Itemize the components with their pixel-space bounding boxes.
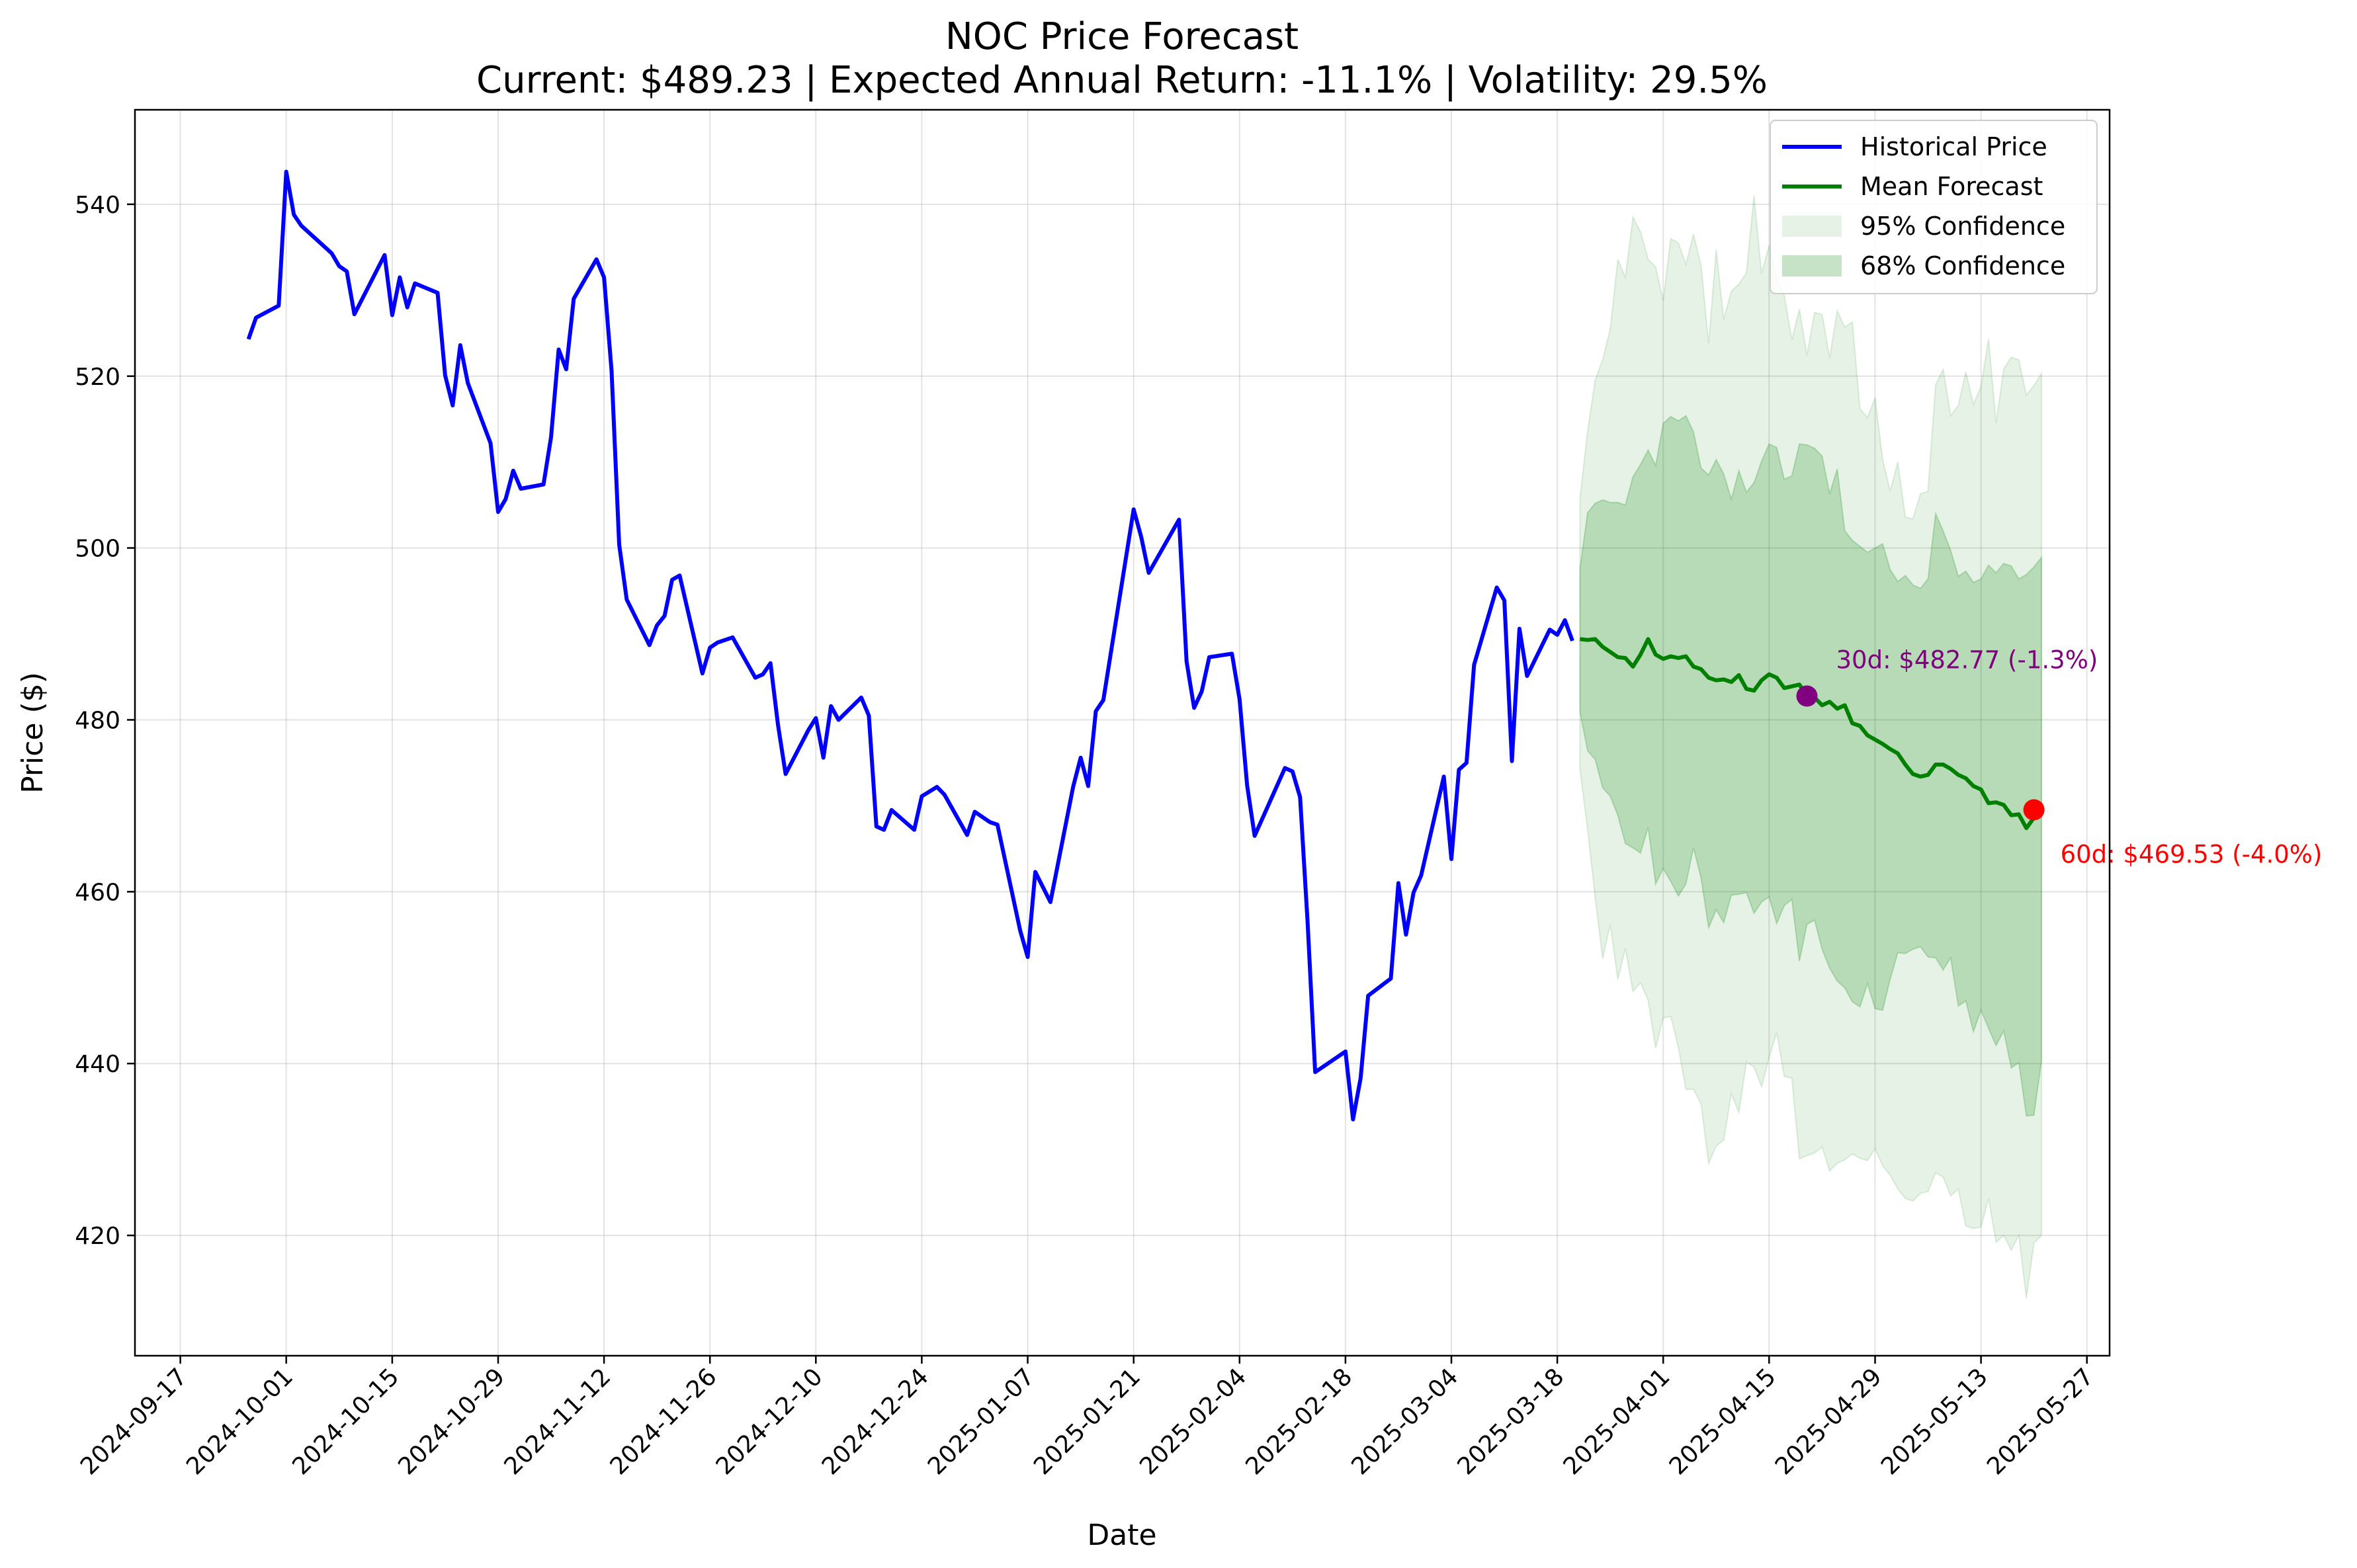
y-axis-label: Price ($) (16, 672, 50, 794)
forecast-markers: 30d: $482.77 (-1.3%) 60d: $469.53 (-4.0%) (1796, 646, 2323, 869)
legend-swatch-95 (1782, 216, 1842, 237)
y-tick-label: 540 (75, 192, 120, 219)
historical-price-line (246, 169, 1574, 1122)
legend-swatch-68 (1782, 255, 1842, 276)
annotation-60d: 60d: $469.53 (-4.0%) (2061, 841, 2323, 869)
y-tick-label: 520 (75, 364, 120, 391)
confidence-bands (1579, 195, 2043, 1299)
y-tick-label: 500 (75, 536, 120, 563)
y-tick-label: 440 (75, 1051, 120, 1078)
legend-label-95: 95% Confidence (1860, 212, 2065, 241)
y-tick-label: 460 (75, 879, 120, 906)
marker-60d (2023, 799, 2045, 821)
chart-subtitle: Current: $489.23 | Expected Annual Retur… (476, 59, 1768, 102)
legend-box (1770, 120, 2098, 294)
y-axis-ticks: 420 440 460 480 500 520 540 (75, 192, 135, 1250)
legend: Historical Price Mean Forecast 95% Confi… (1770, 120, 2098, 294)
legend-label-historical: Historical Price (1860, 132, 2047, 161)
chart-title: NOC Price Forecast (945, 15, 1299, 58)
y-tick-label: 480 (75, 708, 120, 735)
legend-label-forecast: Mean Forecast (1860, 172, 2043, 201)
legend-label-68: 68% Confidence (1860, 251, 2065, 280)
band-95-confidence (1579, 195, 2043, 1299)
x-axis-label: Date (1087, 1518, 1156, 1552)
y-tick-label: 420 (75, 1223, 120, 1250)
marker-30d (1796, 685, 1818, 707)
band-68-confidence (1579, 415, 2043, 1117)
plot-frame (134, 108, 2111, 1357)
annotation-30d: 30d: $482.77 (-1.3%) (1836, 646, 2098, 675)
